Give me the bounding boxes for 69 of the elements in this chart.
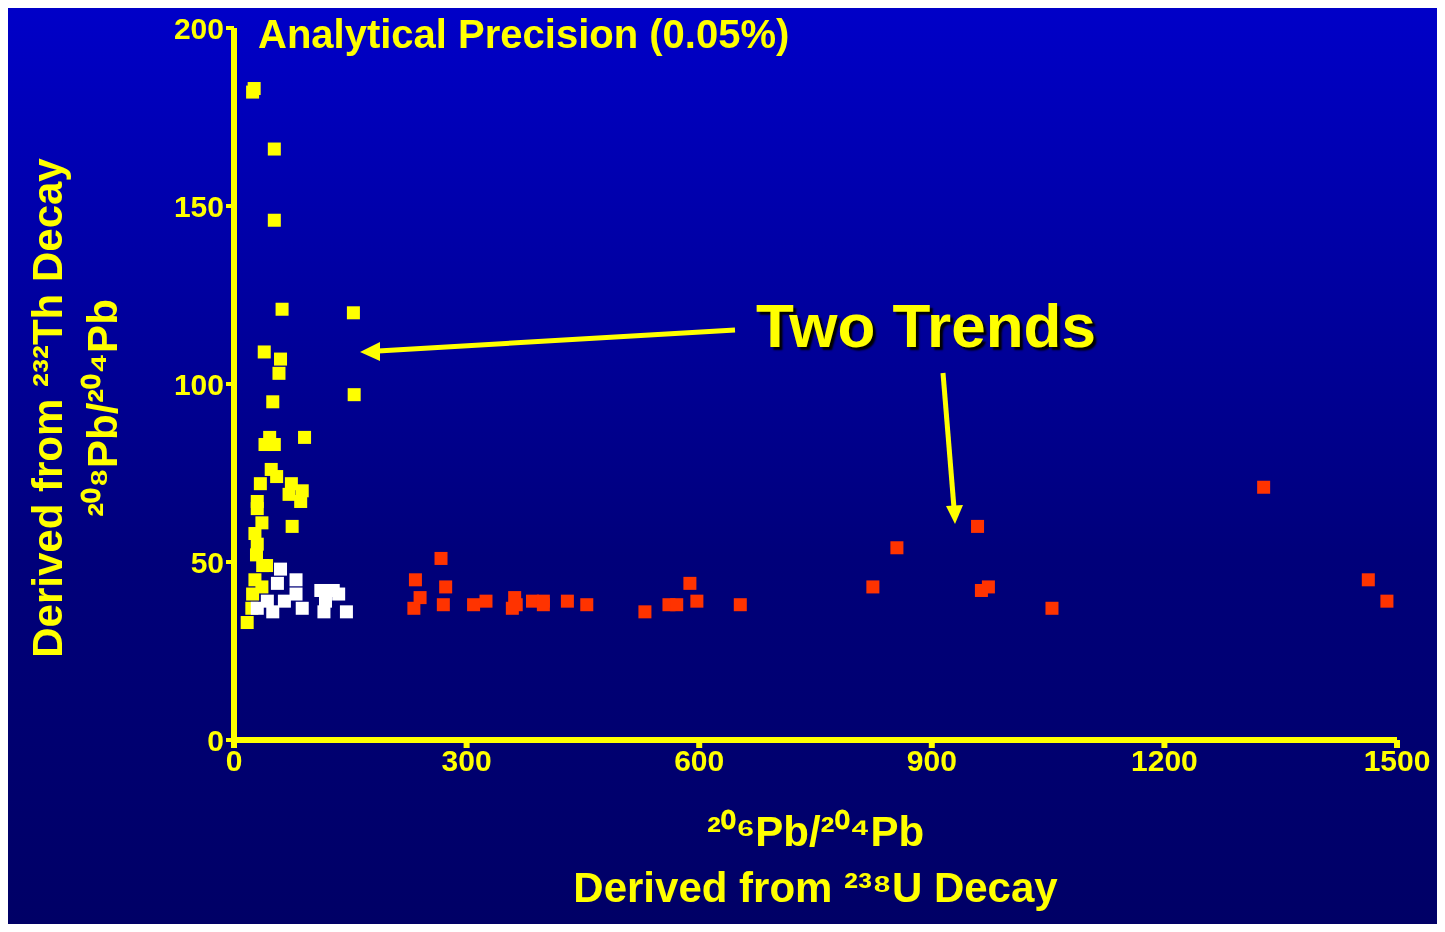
point: [272, 366, 286, 380]
point: [295, 601, 309, 615]
point: [434, 551, 448, 565]
x-tick-label: 1200: [1131, 744, 1198, 778]
point: [347, 388, 361, 402]
point: [560, 594, 574, 608]
point: [266, 605, 280, 619]
point: [683, 576, 697, 590]
point: [298, 430, 312, 444]
y-tick-label: 200: [173, 11, 224, 45]
point: [1361, 573, 1375, 587]
point: [253, 477, 267, 491]
point: [246, 587, 260, 601]
point: [1380, 594, 1394, 608]
point: [275, 302, 289, 316]
point: [1045, 601, 1059, 615]
point: [479, 594, 493, 608]
point: [274, 352, 288, 366]
point: [981, 580, 995, 594]
point: [277, 594, 291, 608]
point: [267, 142, 281, 156]
point: [439, 580, 453, 594]
point: [289, 573, 303, 587]
point: [285, 519, 299, 533]
point: [270, 470, 284, 484]
x-tick-label: 1500: [1363, 744, 1431, 778]
x-tick-label: 300: [441, 744, 492, 778]
point: [866, 580, 880, 594]
point: [294, 494, 308, 508]
point: [580, 598, 594, 612]
point: [267, 213, 281, 227]
point: [890, 541, 904, 555]
point: [260, 559, 274, 573]
y-tick-label: 100: [173, 367, 224, 401]
point: [407, 601, 421, 615]
point: [436, 598, 450, 612]
point: [733, 598, 747, 612]
x-axis-title: ²⁰⁶Pb/²⁰⁴Pb Derived from ²³⁸U Decay: [572, 807, 1059, 913]
point: [274, 562, 288, 576]
point: [467, 598, 481, 612]
point: [332, 587, 346, 601]
point: [536, 598, 550, 612]
point: [690, 594, 704, 608]
point: [408, 573, 422, 587]
point: [670, 598, 684, 612]
point: [971, 519, 985, 533]
annotation: Analytical Precision (0.05%): [258, 12, 790, 57]
x-tick-label: 900: [906, 744, 957, 778]
point: [270, 576, 284, 590]
y-tick-label: 50: [190, 545, 224, 579]
point: [413, 591, 427, 605]
point: [249, 548, 263, 562]
y-tick-label: 150: [173, 189, 224, 223]
point: [1257, 480, 1271, 494]
annotation: Two Trends: [756, 290, 1096, 361]
point: [339, 605, 353, 619]
x-tick-label: 600: [674, 744, 725, 778]
point: [317, 605, 331, 619]
y-tick-label: 0: [207, 723, 224, 757]
point: [250, 502, 264, 516]
point: [289, 587, 303, 601]
point: [638, 605, 652, 619]
point: [266, 395, 280, 409]
point: [255, 516, 269, 530]
point: [257, 345, 271, 359]
point: [346, 306, 360, 320]
point: [240, 616, 254, 630]
y-axis-title: Derived from ²³²Th Decay ²⁰⁸Pb/²⁰⁴Pb: [23, 157, 127, 660]
point: [250, 601, 264, 615]
